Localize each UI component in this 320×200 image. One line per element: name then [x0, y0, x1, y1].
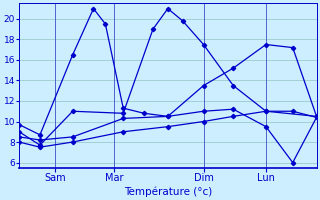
X-axis label: Température (°c): Température (°c) [124, 186, 212, 197]
